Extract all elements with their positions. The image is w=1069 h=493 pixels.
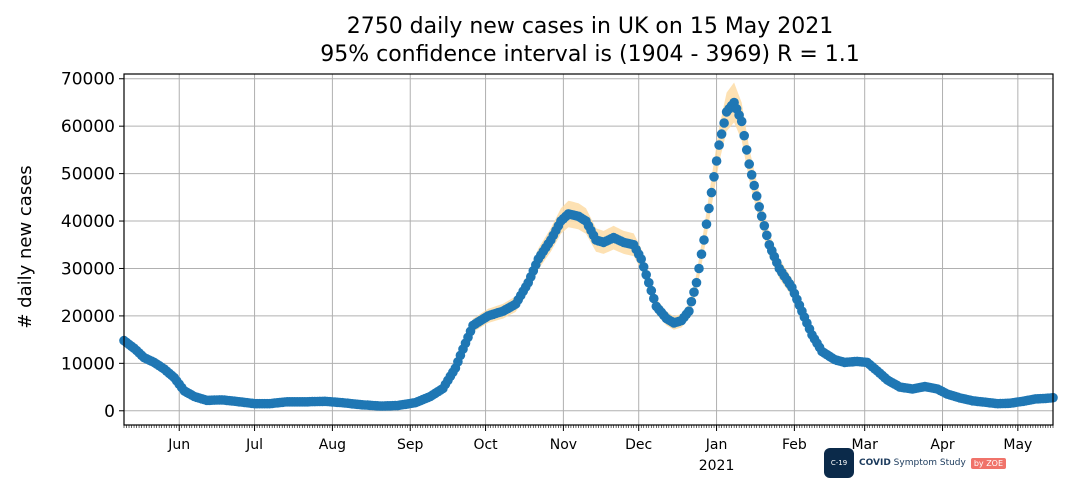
- data-point: [706, 187, 717, 198]
- data-point: [739, 130, 749, 141]
- x-tick-label: Feb: [782, 437, 807, 453]
- data-point: [754, 202, 764, 212]
- x-tick-label: Jul: [245, 437, 263, 453]
- x-tick-label: Mar: [851, 437, 878, 453]
- logo-text: COVID Symptom Study: [859, 458, 966, 468]
- axis-ticks: 0 10000 20000 30000 40000 50000 60000 70000 Jun J…: [61, 70, 1054, 474]
- x-tick-label: Dec: [625, 437, 652, 453]
- data-point: [736, 116, 747, 127]
- data-point: [694, 263, 704, 274]
- grid-lines: [124, 74, 1053, 425]
- data-point: [696, 249, 707, 259]
- x-tick-label: May: [1003, 437, 1032, 453]
- data-point: [711, 156, 722, 166]
- y-axis-label: # daily new cases: [15, 165, 36, 328]
- data-point: [641, 270, 651, 280]
- y-tick-label: 30000: [61, 259, 115, 279]
- data-point: [704, 203, 714, 214]
- data-point: [691, 277, 702, 288]
- data-point: [686, 296, 697, 307]
- data-point: [689, 287, 699, 298]
- y-tick-label: 0: [104, 402, 115, 422]
- data-point: [749, 180, 759, 191]
- covid-symptom-study-logo: C-19 COVID Symptom Study by ZOE: [824, 448, 1007, 478]
- data-point: [746, 170, 757, 180]
- x-tick-label: Oct: [473, 437, 498, 453]
- x-tick-label: Sep: [397, 437, 424, 453]
- data-point: [646, 285, 657, 296]
- data-point: [636, 254, 646, 264]
- y-tick-label: 50000: [61, 165, 115, 185]
- data-point: [759, 221, 770, 231]
- data-series: [119, 82, 1058, 411]
- x-tick-label: Jan: [705, 437, 728, 453]
- chart-title-line-1: 2750 daily new cases in UK on 15 May 202…: [347, 14, 834, 39]
- zoe-badge: by ZOE: [970, 457, 1007, 469]
- data-point: [684, 306, 694, 317]
- x-tick-label: Nov: [550, 437, 577, 453]
- data-point: [751, 191, 762, 201]
- data-point: [716, 129, 727, 139]
- y-tick-label: 20000: [61, 307, 115, 327]
- y-tick-label: 10000: [61, 354, 115, 374]
- data-point: [699, 235, 709, 245]
- data-point: [709, 172, 719, 182]
- data-point: [714, 140, 724, 150]
- y-tick-label: 40000: [61, 212, 115, 232]
- x-year-label: 2021: [699, 458, 735, 474]
- data-point: [756, 211, 767, 222]
- x-tick-label: Apr: [930, 437, 954, 453]
- chart-title-line-2: 95% confidence interval is (1904 - 3969)…: [320, 42, 860, 67]
- data-point: [744, 159, 754, 169]
- y-tick-label: 60000: [61, 117, 115, 137]
- confidence-band: [124, 82, 1053, 408]
- data-point: [644, 277, 654, 288]
- data-point: [741, 145, 752, 155]
- c19-logo-icon: C-19: [824, 448, 854, 478]
- data-point: [649, 293, 659, 304]
- x-tick-label: Jun: [167, 437, 190, 453]
- y-tick-label: 70000: [61, 70, 115, 90]
- x-tick-label: Aug: [319, 437, 346, 453]
- data-point: [701, 219, 712, 229]
- data-point: [762, 230, 772, 241]
- data-point: [638, 262, 649, 272]
- data-point: [719, 118, 729, 128]
